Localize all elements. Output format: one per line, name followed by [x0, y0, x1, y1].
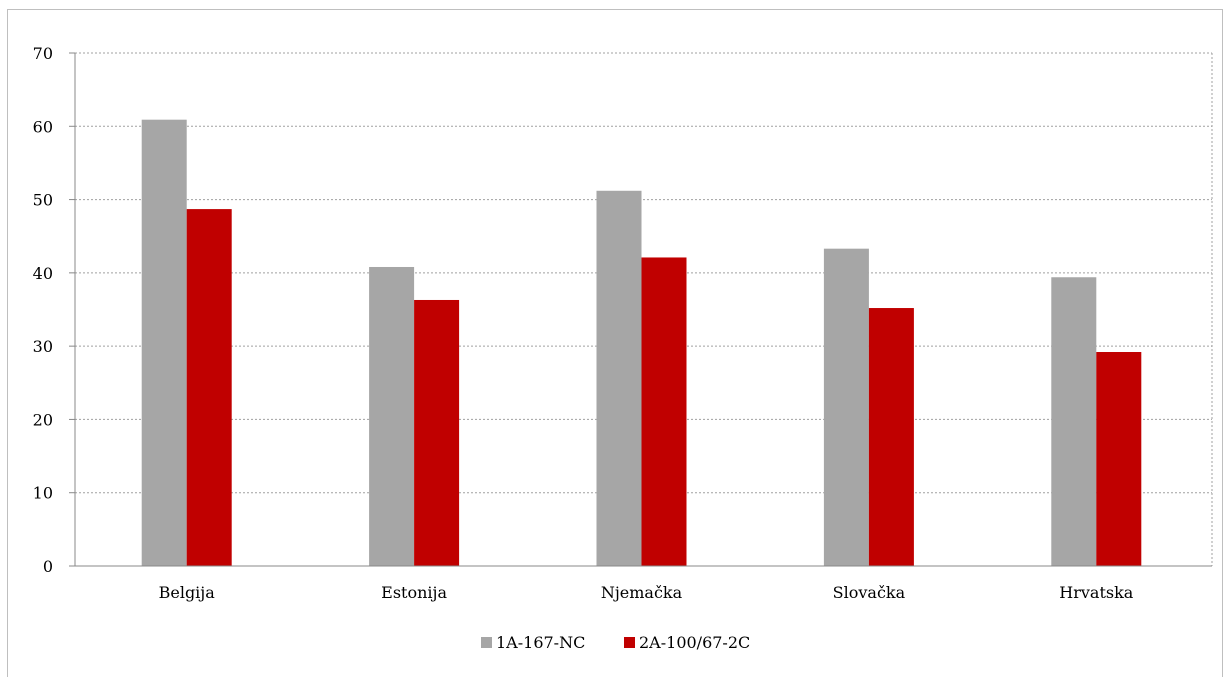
bar-2-njemačka [641, 257, 687, 566]
chart-frame [7, 9, 1223, 677]
y-tick-label: 60 [33, 117, 53, 136]
bars [141, 119, 1142, 566]
legend-label-1: 1A-167-NC [496, 633, 585, 652]
y-tick-label: 0 [43, 557, 53, 576]
legend-swatch-2 [624, 637, 635, 648]
bar-1-hrvatska [1051, 277, 1097, 566]
y-tick-label: 50 [33, 191, 53, 210]
y-tick-label: 70 [33, 44, 53, 63]
x-tick-label: Njemačka [601, 583, 683, 602]
y-tick-label: 30 [33, 337, 53, 356]
bar-2-estonija [414, 299, 460, 566]
y-axis: 0 10 20 30 40 50 60 70 [33, 44, 76, 576]
x-tick-label: Slovačka [833, 583, 906, 602]
x-tick-label: Estonija [381, 583, 447, 602]
x-tick-label: Hrvatska [1059, 583, 1134, 602]
bar-2-hrvatska [1096, 352, 1142, 566]
bar-2-belgija [186, 209, 232, 566]
legend-swatch-1 [481, 637, 492, 648]
bar-1-belgija [141, 119, 187, 566]
x-tick-label: Belgija [159, 583, 216, 602]
legend-label-2: 2A-100/67-2C [639, 633, 750, 652]
x-axis: Belgija Estonija Njemačka Slovačka Hrvatska [75, 565, 1212, 602]
legend: 1A-167-NC 2A-100/67-2C [481, 633, 750, 652]
bar-1-estonija [369, 266, 415, 566]
y-tick-label: 20 [33, 410, 53, 429]
bar-2-slovačka [868, 308, 914, 566]
y-tick-label: 40 [33, 264, 53, 283]
y-tick-label: 10 [33, 484, 53, 503]
bar-1-njemačka [596, 190, 642, 566]
bar-1-slovačka [823, 248, 869, 566]
